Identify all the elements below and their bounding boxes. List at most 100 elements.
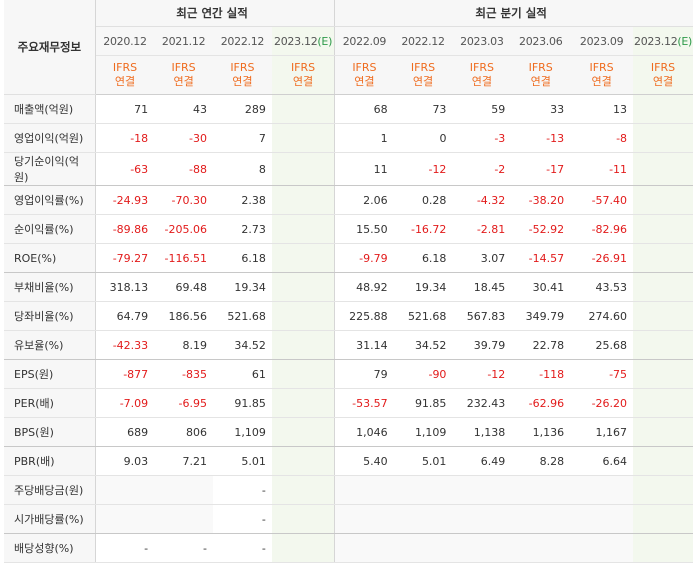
table-cell: 8 (213, 152, 272, 186)
consolidated-label: 연결 (652, 75, 674, 88)
table-cell: -12 (393, 152, 453, 186)
table-cell (334, 504, 394, 534)
table-cell: -7.09 (95, 388, 155, 418)
table-cell (511, 475, 571, 505)
table-cell (95, 475, 155, 505)
row-label: 당좌비율(%) (4, 301, 96, 331)
table-cell (633, 533, 693, 563)
table-cell: - (213, 533, 272, 563)
table-cell: -42.33 (95, 330, 155, 360)
table-cell (570, 504, 634, 534)
table-row: 매출액(억원) 71 43 289 68 73 59 33 13 (4, 94, 693, 124)
table-cell (633, 243, 693, 273)
table-cell: 5.40 (334, 446, 394, 476)
table-row: PER(배) -7.09 -6.95 91.85 -53.57 91.85 232.43 -6… (4, 388, 693, 418)
table-cell: -16.72 (393, 214, 453, 244)
table-cell: 6.18 (213, 243, 272, 273)
table-cell (271, 388, 336, 418)
table-row: 영업이익률(%) -24.93 -70.30 2.38 2.06 0.28 -4.32 -38… (4, 185, 693, 215)
table-cell: 25.68 (570, 330, 634, 360)
table-cell: 11 (334, 152, 394, 186)
table-cell: 19.34 (213, 272, 272, 302)
table-cell: 0 (393, 123, 453, 153)
table-cell: 91.85 (213, 388, 272, 418)
annual-period-header: 2020.12 (95, 26, 155, 56)
period-label: 2023.09 (579, 34, 624, 48)
row-label: 시가배당률(%) (4, 504, 96, 534)
table-cell: 61 (213, 359, 272, 389)
table-row: 부채비율(%) 318.13 69.48 19.34 48.92 19.34 18.45 30… (4, 272, 693, 302)
consolidated-label: 연결 (173, 75, 194, 88)
ifrs-header: IFRS 연결 (570, 55, 634, 95)
table-cell: 521.68 (213, 301, 272, 331)
table-cell: 6.49 (452, 446, 512, 476)
table-cell: 34.52 (213, 330, 272, 360)
table-cell: 2.73 (213, 214, 272, 244)
table-cell: 0.28 (393, 185, 453, 215)
row-label: PER(배) (4, 388, 96, 418)
period-label: 2023.12 (274, 34, 318, 48)
annual-period-header: 2023.12(E) (271, 26, 336, 56)
consolidated-label: 연결 (412, 75, 434, 88)
table-cell (271, 185, 336, 215)
period-label: 2022.12 (401, 34, 445, 48)
table-cell: 34.52 (393, 330, 453, 360)
table-cell: -90 (393, 359, 453, 389)
table-cell (154, 504, 213, 534)
table-cell: -53.57 (334, 388, 394, 418)
table-cell (393, 533, 453, 563)
table-cell (452, 504, 512, 534)
table-cell: 2.06 (334, 185, 394, 215)
table-cell: 6.18 (393, 243, 453, 273)
corner-label: 주요재무정보 (4, 0, 96, 95)
period-label: 2021.12 (161, 34, 206, 48)
table-cell: 68 (334, 94, 394, 124)
table-cell: 1,167 (570, 417, 634, 447)
row-label: ROE(%) (4, 243, 96, 273)
table-cell: -835 (154, 359, 213, 389)
row-label: 배당성향(%) (4, 533, 96, 563)
table-cell: -116.51 (154, 243, 213, 273)
consolidated-label: 연결 (114, 75, 136, 88)
table-cell: 186.56 (154, 301, 213, 331)
row-label: 매출액(억원) (4, 94, 96, 124)
table-cell: -8 (570, 123, 634, 153)
table-row: 당좌비율(%) 64.79 186.56 521.68 225.88 521.68 567.… (4, 301, 693, 331)
table-cell: -14.57 (511, 243, 571, 273)
table-cell: 349.79 (511, 301, 571, 331)
table-cell (154, 475, 213, 505)
table-cell: 30.41 (511, 272, 571, 302)
table-cell (633, 94, 693, 124)
table-cell: - (213, 475, 272, 505)
table-cell: 8.28 (511, 446, 571, 476)
ifrs-label: IFRS (650, 61, 676, 74)
table-cell: 521.68 (393, 301, 453, 331)
table-cell (511, 504, 571, 534)
table-cell (271, 152, 336, 186)
table-cell: 18.45 (452, 272, 512, 302)
table-cell: -70.30 (154, 185, 213, 215)
table-cell (570, 533, 634, 563)
table-cell: 48.92 (334, 272, 394, 302)
table-cell (633, 359, 693, 389)
quarterly-title: 최근 분기 실적 (334, 0, 693, 27)
table-cell (633, 214, 693, 244)
quarterly-period-header: 2023.09 (570, 26, 634, 56)
table-cell (271, 94, 336, 124)
table-row: 영업이익(억원) -18 -30 7 1 0 -3 -13 -8 (4, 123, 693, 153)
table-cell: 19.34 (393, 272, 453, 302)
ifrs-header: IFRS 연결 (452, 55, 512, 95)
annual-period-header: 2022.12 (213, 26, 272, 56)
table-cell (271, 504, 336, 534)
table-cell: -38.20 (511, 185, 571, 215)
table-cell (633, 475, 693, 505)
estimate-marker: (E) (317, 34, 333, 48)
table-cell (633, 504, 693, 534)
period-label: 2020.12 (103, 34, 147, 48)
table-cell: 9.03 (95, 446, 155, 476)
period-label: 2023.12 (634, 34, 678, 48)
table-row: 시가배당률(%) - (4, 504, 693, 534)
table-cell: 31.14 (334, 330, 394, 360)
consolidated-label: 연결 (591, 75, 612, 88)
table-cell (633, 301, 693, 331)
